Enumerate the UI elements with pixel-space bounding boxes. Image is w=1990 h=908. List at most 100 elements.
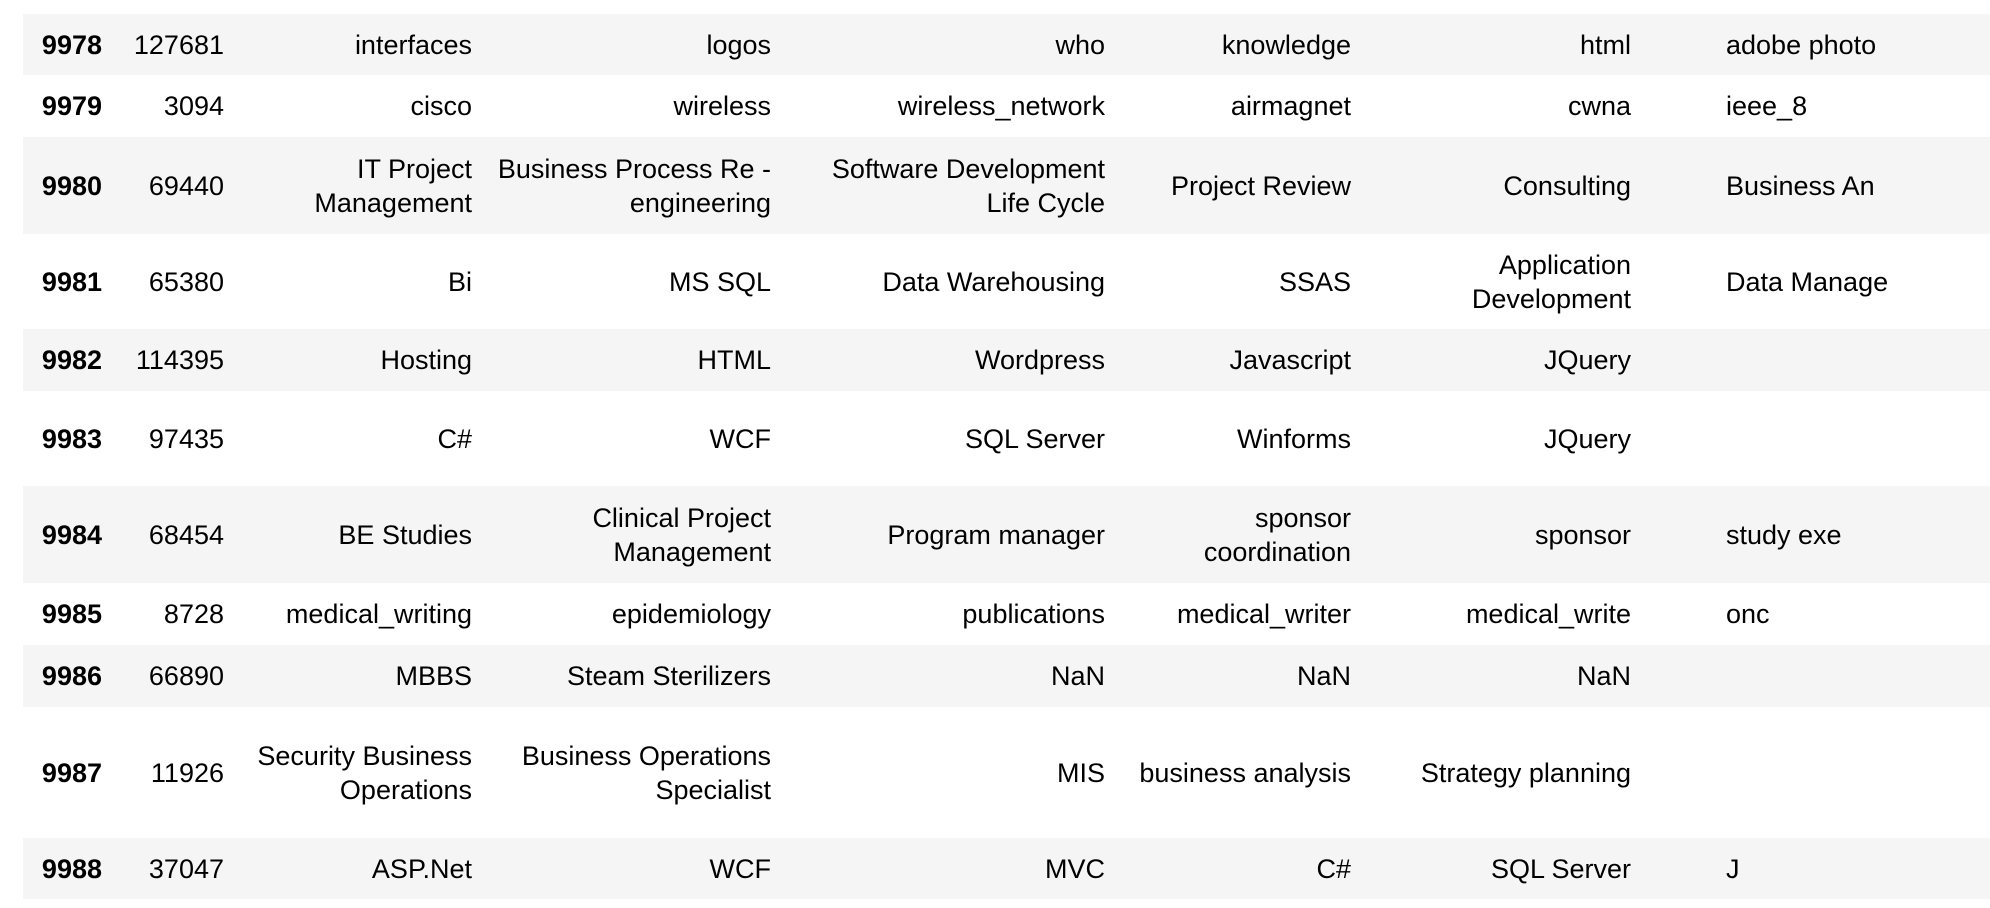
cell: J <box>1726 853 1740 884</box>
cell <box>1644 645 1990 707</box>
table-row: 9988 37047 ASP.Net WCF MVC C# SQL Server J <box>23 838 1990 899</box>
cell: Clinical Project Management <box>592 502 771 567</box>
cell: logos <box>706 29 771 60</box>
dataframe-view: 9978 127681 interfaces logos who knowledge htm… <box>23 14 1990 908</box>
cell: Hosting <box>380 345 472 375</box>
row-id: 3094 <box>163 91 224 121</box>
row-index: 9979 <box>41 91 102 121</box>
cell: sponsor <box>1534 519 1631 550</box>
cell <box>1644 391 1990 486</box>
table-row: 9979 3094 cisco wireless wireless_network air… <box>23 75 1990 137</box>
cell: WCF <box>709 423 771 454</box>
cell: Program manager <box>887 519 1105 550</box>
cell: SSAS <box>1278 266 1351 297</box>
cell: html <box>1579 29 1631 60</box>
cell: Data Warehousing <box>882 266 1105 297</box>
cell: medical_write <box>1465 599 1631 629</box>
table-row: 9980 69440 IT Project Management Business P… <box>23 137 1990 234</box>
cell: interfaces <box>354 29 472 60</box>
row-id: 127681 <box>133 29 224 60</box>
cell: SQL Server <box>1490 853 1631 884</box>
cell: sponsor coordination <box>1203 502 1351 567</box>
dataframe-table: 9978 127681 interfaces logos who knowledge htm… <box>23 14 1990 899</box>
cell: MBBS <box>395 661 472 691</box>
cell: adobe photo <box>1726 29 1877 60</box>
cell: WCF <box>709 853 771 884</box>
cell: Security Business Operations <box>257 740 472 805</box>
cell <box>1644 329 1990 391</box>
cell: airmagnet <box>1230 91 1351 121</box>
cell: ieee_8 <box>1726 91 1808 121</box>
cell: Project Review <box>1170 170 1351 201</box>
table-body: 9978 127681 interfaces logos who knowledge htm… <box>23 14 1990 899</box>
cell: Software Development Life Cycle <box>831 153 1105 218</box>
cell: Application Development <box>1471 249 1631 314</box>
cell: C# <box>437 423 472 454</box>
row-index: 9980 <box>41 170 102 201</box>
cell: JQuery <box>1543 423 1631 454</box>
row-index: 9986 <box>41 661 102 691</box>
row-id: 37047 <box>148 853 224 884</box>
cell: who <box>1055 29 1105 60</box>
cell <box>1644 707 1990 838</box>
table-row: 9987 11926 Security Business Operations Bus… <box>23 707 1990 838</box>
cell: onc <box>1726 599 1770 629</box>
cell: Winforms <box>1237 423 1351 454</box>
cell: SQL Server <box>964 423 1105 454</box>
cell: MIS <box>1056 757 1105 788</box>
cell: Business Operations Specialist <box>521 740 771 805</box>
cell: NaN <box>1296 661 1351 691</box>
cell: JQuery <box>1543 345 1631 375</box>
row-id: 11926 <box>150 757 224 788</box>
table-row: 9986 66890 MBBS Steam Sterilizers NaN NaN NaN <box>23 645 1990 707</box>
cell: MVC <box>1045 853 1105 884</box>
cell: NaN <box>1050 661 1105 691</box>
row-id: 8728 <box>163 599 224 629</box>
cell: Wordpress <box>974 345 1105 375</box>
cell: ASP.Net <box>371 853 472 884</box>
cell: medical_writer <box>1176 599 1351 629</box>
row-id: 65380 <box>148 266 224 297</box>
cell: business analysis <box>1139 757 1351 788</box>
table-row: 9983 97435 C# WCF SQL Server Winforms JQuery <box>23 391 1990 486</box>
row-index: 9985 <box>41 599 102 629</box>
cell: study exe <box>1726 519 1842 550</box>
cell: HTML <box>697 345 772 375</box>
row-id: 69440 <box>148 170 224 201</box>
cell: cwna <box>1567 91 1631 121</box>
cell: publications <box>962 599 1105 629</box>
table-row: 9981 65380 Bi MS SQL Data Warehousing SSAS App… <box>23 234 1990 329</box>
cell: Strategy planning <box>1420 757 1631 788</box>
cell: knowledge <box>1221 29 1351 60</box>
row-index: 9984 <box>41 519 102 550</box>
cell: IT Project Management <box>314 153 472 218</box>
cell: wireless_network <box>897 91 1105 121</box>
cell: Data Manage <box>1726 266 1889 297</box>
table-row: 9985 8728 medical_writing epidemiology publi… <box>23 583 1990 645</box>
row-id: 97435 <box>148 423 224 454</box>
row-index: 9987 <box>41 757 102 788</box>
cell: cisco <box>410 91 472 121</box>
row-index: 9983 <box>41 423 102 454</box>
cell: Bi <box>447 266 472 297</box>
cell: BE Studies <box>338 519 472 550</box>
row-index: 9988 <box>41 853 102 884</box>
row-id: 66890 <box>148 661 224 691</box>
cell: wireless <box>673 91 771 121</box>
cell: Steam Sterilizers <box>566 661 771 691</box>
table-row: 9982 114395 Hosting HTML Wordpress Javascript… <box>23 329 1990 391</box>
row-id: 68454 <box>148 519 224 550</box>
row-id: 114395 <box>135 345 224 375</box>
cell: Business Process Re - engineering <box>497 153 771 218</box>
cell: NaN <box>1576 661 1631 691</box>
row-index: 9978 <box>41 29 102 60</box>
row-index: 9981 <box>41 266 102 297</box>
table-row: 9978 127681 interfaces logos who knowledge htm… <box>23 14 1990 75</box>
cell: Javascript <box>1229 345 1351 375</box>
cell: MS SQL <box>668 266 771 297</box>
cell: Consulting <box>1503 170 1631 201</box>
cell: medical_writing <box>285 599 472 629</box>
cell: epidemiology <box>611 599 771 629</box>
cell: C# <box>1316 853 1351 884</box>
